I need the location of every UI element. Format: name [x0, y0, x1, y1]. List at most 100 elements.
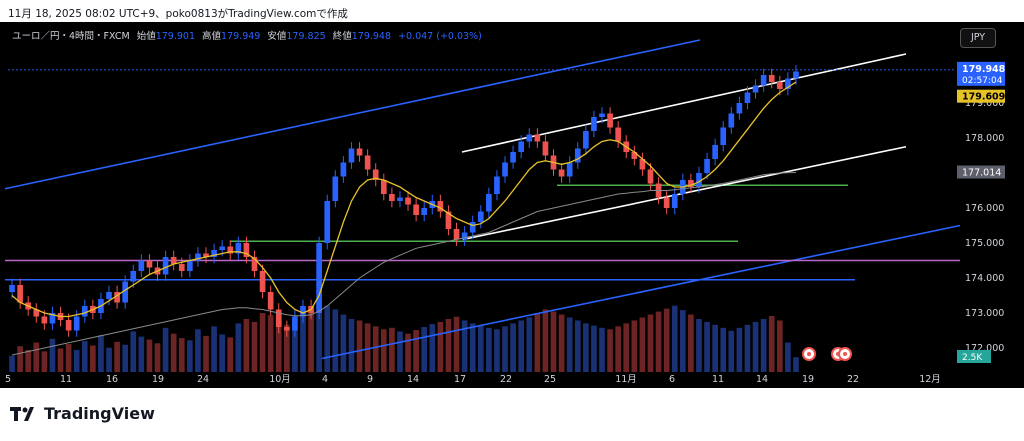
volume-bar: [486, 327, 492, 372]
candle-body: [17, 285, 23, 303]
ma-slow-badge: [957, 165, 1005, 179]
x-axis-tick-label: 22: [500, 374, 512, 385]
candle-body: [340, 162, 347, 177]
candle-body: [332, 176, 339, 201]
volume-bar: [437, 321, 444, 372]
volume-bar: [785, 342, 791, 372]
chart-caption: 11月 18, 2025 08:02 UTC+9、poko0813がTradin…: [8, 8, 348, 20]
candle-body: [615, 127, 621, 142]
candle-body: [219, 246, 225, 250]
x-axis-tick-label: 11: [712, 374, 724, 385]
candle-body: [526, 134, 533, 142]
y-axis-tick-label: 179.000: [965, 98, 1004, 109]
x-axis-tick-label: 24: [197, 374, 209, 385]
change-value: +0.047 (+0.03%): [398, 31, 482, 42]
last-price-badge: [957, 61, 1005, 86]
volume-bar: [607, 329, 613, 372]
candle-body: [518, 141, 525, 152]
candle-body: [744, 92, 751, 103]
high-label: 高値: [202, 31, 222, 42]
candle-body: [348, 148, 355, 163]
candle-body: [178, 264, 185, 271]
volume-bar: [704, 321, 710, 372]
volume-bar: [235, 323, 242, 372]
volume-bar: [90, 345, 96, 372]
tradingview-logo-text: TradingView: [44, 404, 155, 423]
ma-fast-line: [11, 81, 797, 318]
volume-bar: [122, 344, 129, 372]
candle-body: [41, 316, 48, 324]
volume-bar: [203, 335, 209, 372]
candle-body: [106, 292, 112, 299]
volume-bar: [413, 330, 419, 372]
volume-bar: [445, 318, 452, 372]
currency-button[interactable]: JPY: [960, 28, 996, 48]
volume-bar: [340, 314, 347, 372]
candle-body: [534, 134, 541, 142]
candle-body: [372, 169, 379, 180]
volume-bar: [760, 318, 767, 372]
candle-body: [469, 222, 476, 233]
x-axis-tick-label: 5: [5, 374, 11, 385]
volume-bar: [558, 314, 565, 372]
open-value: 179.901: [155, 31, 195, 42]
x-axis-tick-label: 16: [106, 374, 118, 385]
volume-bar: [566, 317, 573, 372]
volume-bar: [275, 320, 282, 372]
candle-body: [445, 211, 452, 229]
candle-body: [114, 292, 120, 303]
candle-body: [405, 197, 411, 205]
volume-bar: [33, 342, 40, 372]
candle-body: [558, 169, 565, 177]
volume-bar: [534, 313, 541, 372]
volume-bar: [510, 323, 516, 372]
volume-bar: [494, 329, 500, 372]
ma-slow-badge-value: 177.014: [962, 168, 1001, 179]
candle-body: [704, 159, 710, 173]
candle-countdown: 02:57:04: [962, 76, 1003, 86]
volume-bar: [146, 339, 153, 372]
x-axis-tick-label: 19: [152, 374, 164, 385]
candle-body: [203, 253, 209, 257]
candle-body: [574, 148, 581, 163]
candle-body: [607, 113, 613, 128]
volume-bar: [421, 327, 428, 372]
candle-body: [583, 131, 589, 149]
close-value: 179.948: [351, 31, 392, 42]
x-axis-tick-label: 9: [367, 374, 373, 385]
candle-body: [138, 260, 145, 271]
volume-bar: [550, 311, 557, 372]
candle-body: [243, 243, 250, 257]
event-marker-dot: [843, 352, 847, 356]
trendline-upper-blue: [4, 39, 701, 190]
candle-body: [364, 155, 371, 170]
x-axis-tick-label: 14: [756, 374, 768, 385]
tradingview-logo[interactable]: TradingView: [10, 404, 155, 423]
volume-bar: [712, 324, 718, 372]
volume-bar: [81, 341, 88, 372]
volume-bar: [688, 314, 694, 372]
candle-body: [275, 309, 282, 327]
volume-bar: [752, 321, 759, 372]
volume-bar: [114, 341, 120, 372]
volume-bar: [372, 326, 379, 372]
volume-bar: [477, 325, 484, 372]
candle-body: [356, 148, 363, 156]
y-axis-tick-label: 174.000: [965, 273, 1004, 284]
price-chart-svg[interactable]: 172.000 173.000 174.000 175.000 176.000 177.0…: [0, 22, 1024, 388]
volume-bar: [518, 320, 525, 372]
y-axis-tick-label: 176.000: [965, 203, 1004, 214]
candle-body: [566, 162, 573, 177]
volume-bar: [380, 329, 387, 372]
candle-body: [259, 271, 266, 292]
volume-bar: [793, 357, 799, 372]
volume-bar: [574, 320, 581, 372]
volume-bar: [259, 313, 266, 372]
candle-body: [300, 306, 306, 317]
volume-bar: [736, 327, 743, 372]
symbol-label[interactable]: ユーロ／円・4時間・FXCM: [12, 31, 130, 42]
volume-bar: [542, 309, 549, 372]
last-price-badge-value: 179.948: [962, 64, 1006, 75]
volume-bar: [720, 327, 727, 372]
candle-body: [437, 201, 444, 212]
